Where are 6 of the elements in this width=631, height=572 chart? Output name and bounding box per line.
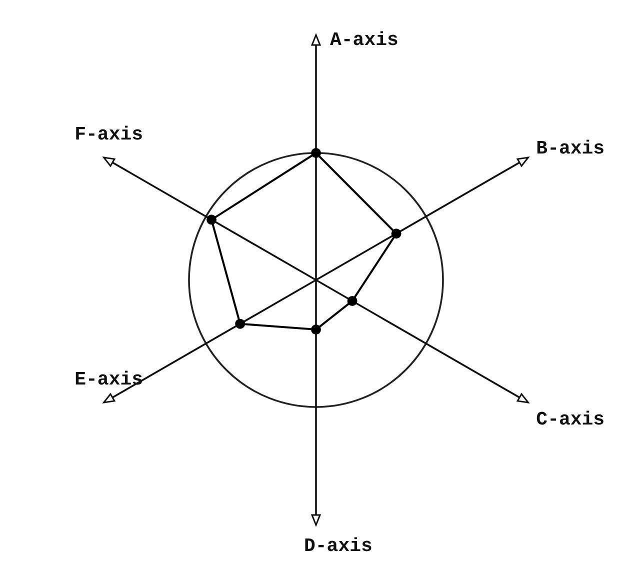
- spoke-label: B-axis: [536, 138, 605, 160]
- spoke-label: D-axis: [304, 535, 372, 557]
- spoke-label: C-axis: [536, 408, 605, 430]
- spoke-label: F-axis: [74, 124, 144, 146]
- spoke-label: E-axis: [74, 368, 144, 390]
- spoke-label: A-axis: [330, 29, 398, 51]
